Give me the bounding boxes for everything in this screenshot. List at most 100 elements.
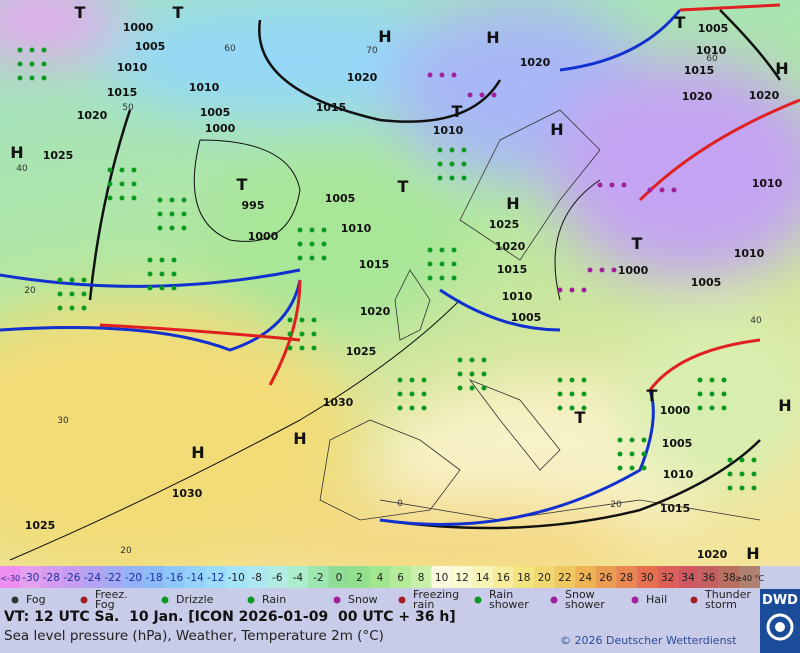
rain-symbol [709,405,715,411]
scale-label: 4 [377,572,384,584]
isotherm-label: 40 [16,164,28,174]
rain-symbol [449,175,455,181]
scale-label: 38 [723,572,736,584]
rain-symbol [481,385,487,391]
rain-symbol [557,377,563,383]
rain-symbol [321,227,327,233]
isotherm-label: 30 [57,416,69,426]
pressure-center: H [191,443,204,462]
scale-cell [554,566,576,588]
rain-symbol [581,405,587,411]
pressure-center: H [550,120,563,139]
pressure-center: T [452,102,463,121]
rain-symbol [421,377,427,383]
rain-symbol [297,241,303,247]
isobar-label: 1020 [682,90,713,103]
rain-symbol [739,485,745,491]
legend-icon [330,592,344,606]
pressure-center: T [647,386,658,405]
scale-label: 20 [538,572,551,584]
scale-cell [636,566,658,588]
valid-time: VT: 12 UTC Sa. 10 Jan. [ICON 2026-01-09 … [4,609,456,625]
rain-symbol [751,457,757,463]
rain-symbol [69,277,75,283]
legend-label: Snow shower [565,588,605,611]
isobar-label: 1025 [489,218,520,231]
isobar-label: 1010 [663,468,694,481]
rain-symbol [41,75,47,81]
rain-symbol [147,257,153,263]
rain-symbol [119,195,125,201]
pressure-center: T [575,408,586,427]
rain-symbol [147,285,153,291]
snow-symbol [659,187,665,193]
scale-cell [677,566,699,588]
scale-cell [61,566,83,588]
rain-symbol [311,345,317,351]
legend-label: Freez. Fog [95,588,128,611]
snow-symbol [587,267,593,273]
legend-icon [77,592,91,606]
isotherm-label: 50 [122,103,134,113]
rain-symbol [421,391,427,397]
rain-symbol [29,47,35,53]
isobar-label: 1025 [346,345,377,358]
isobar-label: 1010 [341,222,372,235]
isobar-label: 1010 [734,247,765,260]
isobar-label: 1020 [360,305,391,318]
isobar-label: 1015 [316,101,347,114]
copyright: © 2026 Deutscher Wetterdienst [560,634,737,647]
rain-symbol [107,167,113,173]
isobar-label: 1000 [123,21,154,34]
rain-symbol [739,471,745,477]
rain-symbol [427,247,433,253]
scale-label: -6 [272,572,283,584]
snow-symbol [557,287,563,293]
isobar-label: 1005 [135,40,166,53]
rain-symbol [171,257,177,263]
pressure-center: H [778,396,791,415]
isobar-label: 1020 [749,89,780,102]
rain-symbol [311,317,317,323]
isobar-label: 1010 [189,81,220,94]
snow-symbol [621,182,627,188]
isobars [9,9,782,561]
isobar-label: 1015 [107,86,138,99]
isobar-label: 1010 [117,61,148,74]
scale-label: -8 [252,572,262,584]
rain-symbol [159,271,165,277]
scale-cell [534,566,555,588]
scale-cell [410,566,432,588]
rain-symbol [81,291,87,297]
rain-symbol [287,345,293,351]
isotherm-label: 60 [224,44,236,54]
isotherm-label: 60 [706,54,718,64]
scale-label: -30 [22,572,39,584]
description: Sea level pressure (hPa), Weather, Tempe… [4,628,384,644]
rain-symbol [457,357,463,363]
scale-cell [164,566,185,588]
scale-cell [698,566,719,588]
rain-symbol [69,291,75,297]
isobar-label: 1030 [172,487,203,500]
legend-label: Rain [262,593,287,606]
rain-symbol [81,277,87,283]
scale-label: 32 [661,572,674,584]
rain-symbol [297,227,303,233]
isobar-label: 1015 [684,64,715,77]
snow-symbol [581,287,587,293]
legend-label: Snow [348,593,378,606]
rain-symbol [721,405,727,411]
rain-symbol [739,457,745,463]
rain-symbol [557,391,563,397]
isobar-label: 1015 [497,263,528,276]
snow-symbol [569,287,575,293]
pressure-center: T [632,234,643,253]
snow-symbol [611,267,617,273]
legend-icon [395,592,409,606]
legend-icon [471,592,485,606]
rain-symbol [469,385,475,391]
legend-icon [8,592,22,606]
rain-symbol [41,47,47,53]
rain-symbol [17,47,23,53]
